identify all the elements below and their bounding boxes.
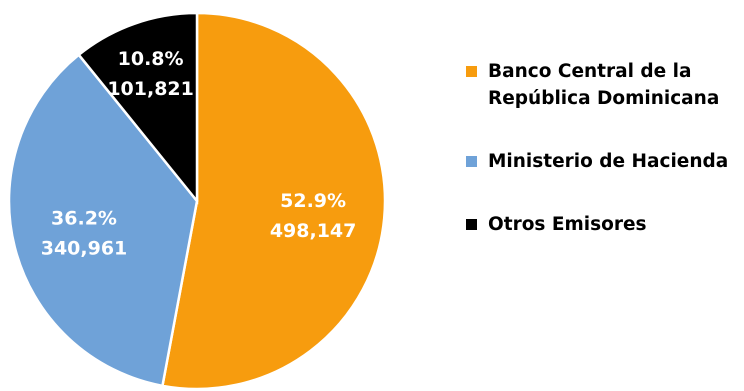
- slice-value-label: 340,961: [41, 238, 128, 260]
- legend-swatch: [466, 156, 477, 167]
- slice-value-label: 498,147: [270, 220, 357, 242]
- legend-swatch: [466, 66, 477, 77]
- legend: Banco Central de la República Dominicana…: [466, 58, 744, 238]
- pie-slice-0: [160, 11, 387, 391]
- pie-slice-1: [7, 53, 199, 388]
- pie-data-labels: 52.9% 498,147 36.2% 340,961 10.8% 101,821: [41, 48, 357, 260]
- slice-percent-label: 36.2%: [51, 208, 117, 230]
- legend-label: Otros Emisores: [488, 214, 647, 235]
- legend-item-otros-emisores: Otros Emisores: [466, 211, 744, 238]
- legend-label: Banco Central de la República Dominicana: [488, 61, 720, 109]
- pie-slice-2: [77, 11, 199, 205]
- pie-slices: [7, 11, 387, 391]
- legend-item-banco-central: Banco Central de la República Dominicana: [466, 58, 744, 112]
- slice-percent-label: 10.8%: [118, 48, 184, 70]
- legend-label: Ministerio de Hacienda: [488, 151, 729, 172]
- legend-swatch: [466, 219, 477, 230]
- slice-value-label: 101,821: [107, 78, 194, 100]
- slice-percent-label: 52.9%: [280, 190, 346, 212]
- legend-item-ministerio-hacienda: Ministerio de Hacienda: [466, 148, 744, 175]
